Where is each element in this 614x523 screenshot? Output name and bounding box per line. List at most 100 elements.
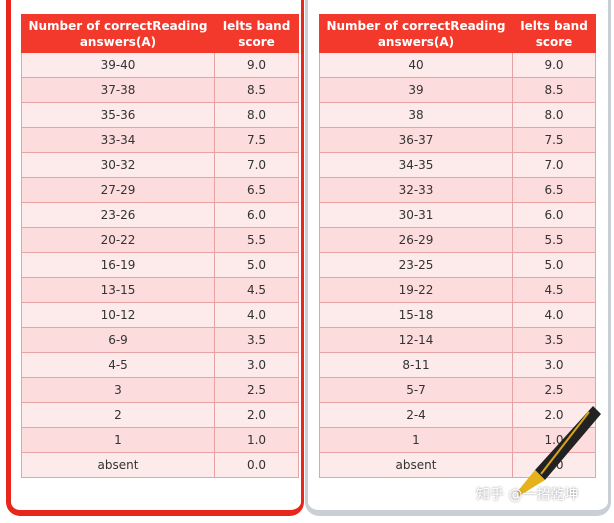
header-cell: Ielts band score	[512, 14, 596, 53]
band-score: 7.5	[214, 127, 299, 153]
answers-range: 36-37	[319, 127, 513, 153]
answers-range: 33-34	[21, 127, 215, 153]
band-score: 1.0	[512, 427, 596, 453]
table-row: 8-11 3.0	[319, 352, 596, 378]
band-score: 5.5	[214, 227, 299, 253]
header-row: Number of correctReading answers(A) Ielts…	[319, 14, 596, 53]
header-cell: Ielts band score	[214, 14, 299, 53]
answers-range: 3	[21, 377, 215, 403]
table-row: 23-25 5.0	[319, 252, 596, 278]
band-score: 2.0	[214, 402, 299, 428]
left-card: Number of correctReading answers(A) Ielts…	[6, 0, 304, 516]
table-row: 12-14 3.5	[319, 327, 596, 353]
table-row: 27-29 6.5	[21, 177, 299, 203]
table-row: 4-5 3.0	[21, 352, 299, 378]
answers-range: 15-18	[319, 302, 513, 328]
answers-range: 30-32	[21, 152, 215, 178]
header-cell: Number of correctReading answers(A)	[21, 14, 215, 53]
table-row: 19-22 4.5	[319, 277, 596, 303]
table-row: 1 1.0	[319, 427, 596, 453]
answers-range: 38	[319, 102, 513, 128]
table-row: 36-37 7.5	[319, 127, 596, 153]
band-score: 2.0	[512, 402, 596, 428]
answers-range: 12-14	[319, 327, 513, 353]
answers-range: 39-40	[21, 52, 215, 78]
table-row: 38 8.0	[319, 102, 596, 128]
band-score: 3.5	[512, 327, 596, 353]
table-row: 6-9 3.5	[21, 327, 299, 353]
answers-range: 23-26	[21, 202, 215, 228]
answers-range: 23-25	[319, 252, 513, 278]
pen-icon	[517, 406, 601, 496]
answers-range: 19-22	[319, 277, 513, 303]
band-score: 9.0	[214, 52, 299, 78]
band-score: 5.5	[512, 227, 596, 253]
table-row: 39 8.5	[319, 77, 596, 103]
answers-range: 39	[319, 77, 513, 103]
table-row: 33-34 7.5	[21, 127, 299, 153]
table-row: 10-12 4.0	[21, 302, 299, 328]
band-score: 7.0	[214, 152, 299, 178]
band-score: 3.0	[512, 352, 596, 378]
answers-range: 4-5	[21, 352, 215, 378]
band-score: 2.5	[512, 377, 596, 403]
band-score: 5.0	[214, 252, 299, 278]
band-score: 4.5	[214, 277, 299, 303]
band-score: 3.5	[214, 327, 299, 353]
table-row: 30-31 6.0	[319, 202, 596, 228]
watermark: 知乎 @一招乾坤	[476, 487, 579, 503]
band-score: 4.5	[512, 277, 596, 303]
band-score: 8.5	[512, 77, 596, 103]
table-row: 5-7 2.5	[319, 377, 596, 403]
band-score: 1.0	[214, 427, 299, 453]
band-score: 8.0	[512, 102, 596, 128]
band-score: 8.5	[214, 77, 299, 103]
answers-range: absent	[21, 452, 215, 478]
table-row: 23-26 6.0	[21, 202, 299, 228]
band-score: 4.0	[512, 302, 596, 328]
answers-range: absent	[319, 452, 513, 478]
band-score: 6.0	[512, 202, 596, 228]
table-row: 39-40 9.0	[21, 52, 299, 78]
answers-range: 2-4	[319, 402, 513, 428]
band-score: 6.0	[214, 202, 299, 228]
header-cell: Number of correctReading answers(A)	[319, 14, 513, 53]
band-score: 0.0	[214, 452, 299, 478]
answers-range: 8-11	[319, 352, 513, 378]
band-score: 4.0	[214, 302, 299, 328]
band-score: 7.0	[512, 152, 596, 178]
answers-range: 10-12	[21, 302, 215, 328]
answers-range: 2	[21, 402, 215, 428]
right-card: Number of correctReading answers(A) Ielts…	[305, 0, 611, 516]
answers-range: 32-33	[319, 177, 513, 203]
table-row: 15-18 4.0	[319, 302, 596, 328]
band-score: 8.0	[214, 102, 299, 128]
table-row: 26-29 5.5	[319, 227, 596, 253]
table-row: 13-15 4.5	[21, 277, 299, 303]
score-table: Number of correctReading answers(A) Ielts…	[21, 14, 299, 478]
answers-range: 40	[319, 52, 513, 78]
answers-range: 13-15	[21, 277, 215, 303]
table-row: 32-33 6.5	[319, 177, 596, 203]
table-row: 2 2.0	[21, 402, 299, 428]
table-row: 35-36 8.0	[21, 102, 299, 128]
band-score: 6.5	[214, 177, 299, 203]
table-row: 3 2.5	[21, 377, 299, 403]
answers-range: 1	[21, 427, 215, 453]
answers-range: 6-9	[21, 327, 215, 353]
answers-range: 20-22	[21, 227, 215, 253]
header-row: Number of correctReading answers(A) Ielts…	[21, 14, 299, 53]
band-score: 7.5	[512, 127, 596, 153]
answers-range: 5-7	[319, 377, 513, 403]
table-row: 37-38 8.5	[21, 77, 299, 103]
answers-range: 27-29	[21, 177, 215, 203]
band-score: 3.0	[214, 352, 299, 378]
answers-range: 30-31	[319, 202, 513, 228]
score-table: Number of correctReading answers(A) Ielts…	[319, 14, 596, 478]
band-score: 9.0	[512, 52, 596, 78]
table-row: 1 1.0	[21, 427, 299, 453]
band-score: 5.0	[512, 252, 596, 278]
table-row: 30-32 7.0	[21, 152, 299, 178]
band-score: 6.5	[512, 177, 596, 203]
